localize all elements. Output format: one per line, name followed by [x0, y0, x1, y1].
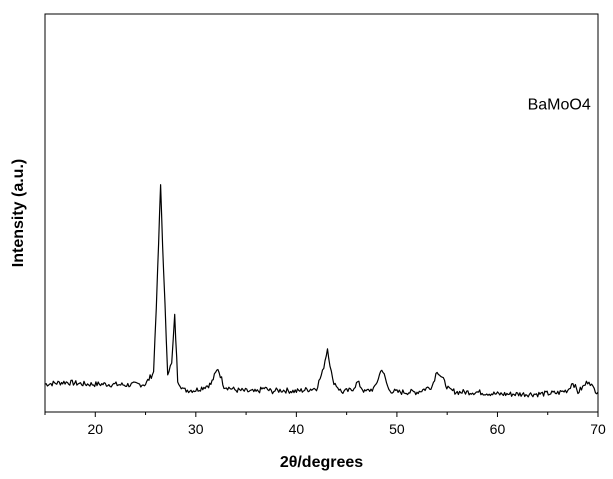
sample-label: BaMoO4	[528, 97, 591, 114]
x-tick-label: 70	[590, 421, 606, 437]
plot-frame	[45, 14, 598, 412]
x-tick-label: 50	[389, 421, 405, 437]
x-tick-label: 30	[188, 421, 204, 437]
y-axis-title: Intensity (a.u.)	[10, 159, 27, 267]
x-tick-label: 60	[490, 421, 506, 437]
x-tick-label: 40	[289, 421, 305, 437]
x-axis: 20 30 40 50 60 70	[45, 412, 606, 437]
xrd-pattern-line	[45, 185, 598, 397]
x-tick-label: 20	[87, 421, 103, 437]
plot-area: 20 30 40 50 60 70	[45, 14, 606, 437]
x-axis-title: 2θ/degrees	[280, 454, 363, 471]
